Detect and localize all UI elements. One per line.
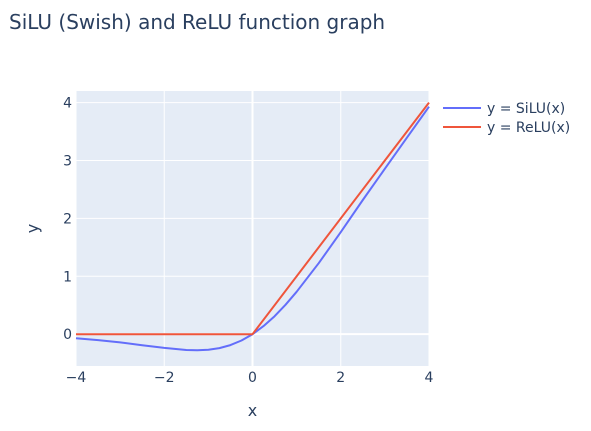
- legend-item[interactable]: y = SiLU(x): [443, 101, 565, 117]
- x-tick-label: 2: [336, 370, 345, 386]
- legend-item[interactable]: y = ReLU(x): [443, 120, 570, 136]
- y-tick-label: 0: [63, 327, 72, 343]
- y-tick-label: 2: [63, 211, 72, 227]
- legend-label: y = SiLU(x): [487, 101, 565, 117]
- x-tick-label: 4: [425, 370, 434, 386]
- x-axis-ticks: −4 −2 0 2 4: [66, 370, 434, 386]
- x-tick-label: 0: [248, 370, 257, 386]
- y-axis-title: y: [23, 224, 42, 233]
- x-axis-title: x: [248, 401, 257, 420]
- y-tick-label: 4: [63, 96, 72, 112]
- y-tick-label: 1: [63, 269, 72, 285]
- y-tick-label: 3: [63, 153, 72, 169]
- y-axis-ticks: 0 1 2 3 4: [63, 96, 72, 344]
- x-tick-label: −4: [66, 370, 87, 386]
- series-lines: [75, 101, 430, 352]
- series-line-relu: [76, 101, 430, 336]
- legend-label: y = ReLU(x): [487, 120, 570, 136]
- x-tick-label: −2: [154, 370, 175, 386]
- chart-title: SiLU (Swish) and ReLU function graph: [9, 10, 385, 34]
- series-line-silu: [75, 106, 430, 352]
- legend[interactable]: y = SiLU(x) y = ReLU(x): [443, 101, 570, 136]
